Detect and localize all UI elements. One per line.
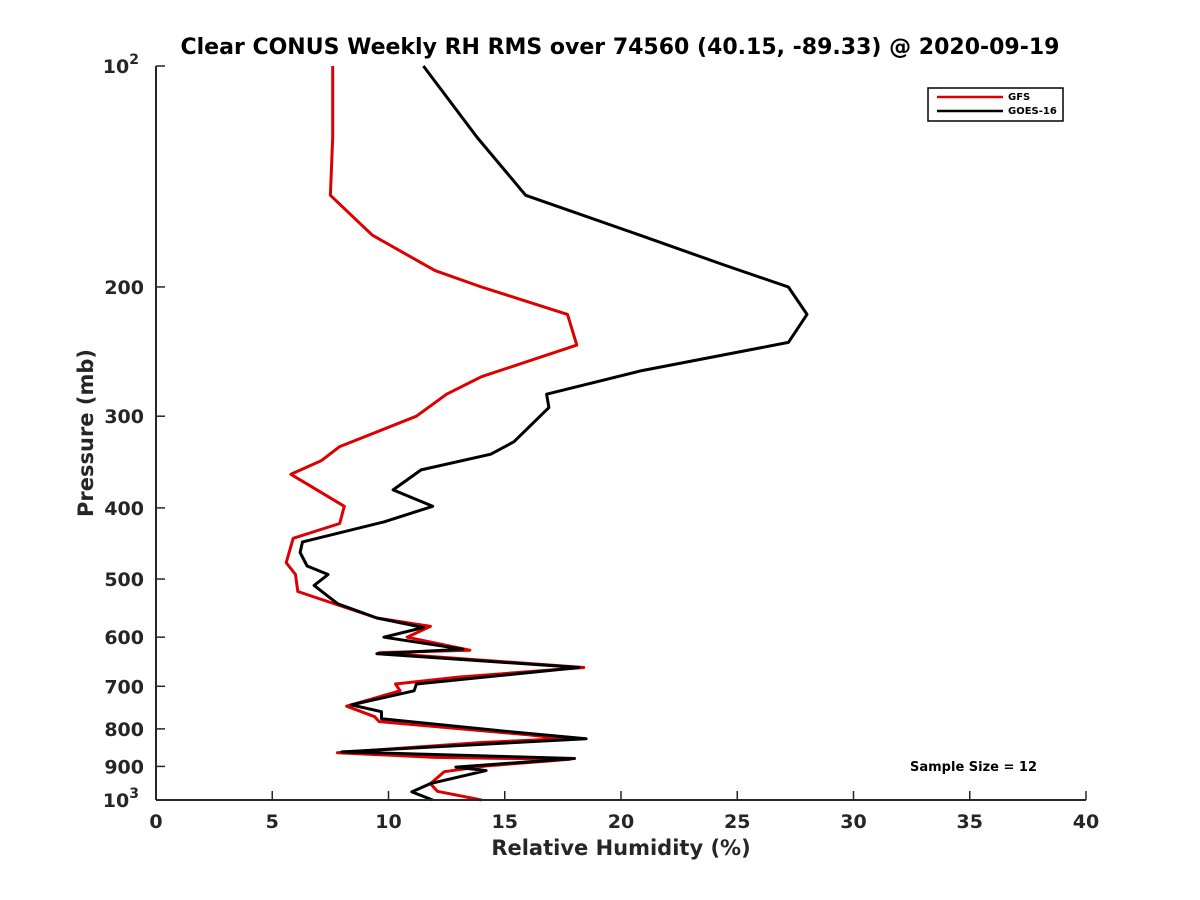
- legend-label-goes16: GOES-16: [1008, 106, 1057, 117]
- legend-label-gfs: GFS: [1008, 92, 1030, 103]
- chart-title: Clear CONUS Weekly RH RMS over 74560 (40…: [181, 35, 1060, 60]
- x-tick-label: 25: [724, 811, 750, 833]
- x-axis-label: Relative Humidity (%): [491, 836, 750, 860]
- y-tick-label: 700: [104, 676, 144, 698]
- x-tick-label: 40: [1073, 811, 1099, 833]
- y-tick-label: 600: [104, 627, 144, 649]
- y-tick-label: 500: [104, 569, 144, 591]
- x-tick-label: 15: [492, 811, 518, 833]
- x-tick-label: 5: [266, 811, 279, 833]
- sample-size-annotation: Sample Size = 12: [910, 760, 1037, 775]
- y-tick-label: 900: [104, 756, 144, 778]
- y-tick-label: 800: [104, 719, 144, 741]
- x-tick-label: 0: [149, 811, 162, 833]
- y-axis-ticks: 102 200 300 400 500 600 700 800 900 103: [103, 52, 165, 812]
- x-axis-ticks: 0 5 10 15 20 25 30 35 40: [149, 791, 1099, 833]
- legend: GFS GOES-16: [927, 87, 1064, 122]
- y-axis-label: Pressure (mb): [74, 349, 98, 517]
- y-tick-label: 300: [104, 406, 144, 428]
- legend-box: [927, 87, 1064, 122]
- x-tick-label: 35: [957, 811, 983, 833]
- y-tick-label: 102: [103, 52, 139, 78]
- series-line-goes-16: [298, 65, 809, 802]
- plot-series-group: [284, 65, 809, 802]
- x-tick-label: 10: [375, 811, 401, 833]
- series-line-gfs: [284, 66, 586, 802]
- y-tick-label: 400: [104, 498, 144, 520]
- x-tick-label: 30: [840, 811, 866, 833]
- x-tick-label: 20: [608, 811, 634, 833]
- y-tick-label: 103: [103, 786, 139, 812]
- y-tick-label: 200: [104, 277, 144, 299]
